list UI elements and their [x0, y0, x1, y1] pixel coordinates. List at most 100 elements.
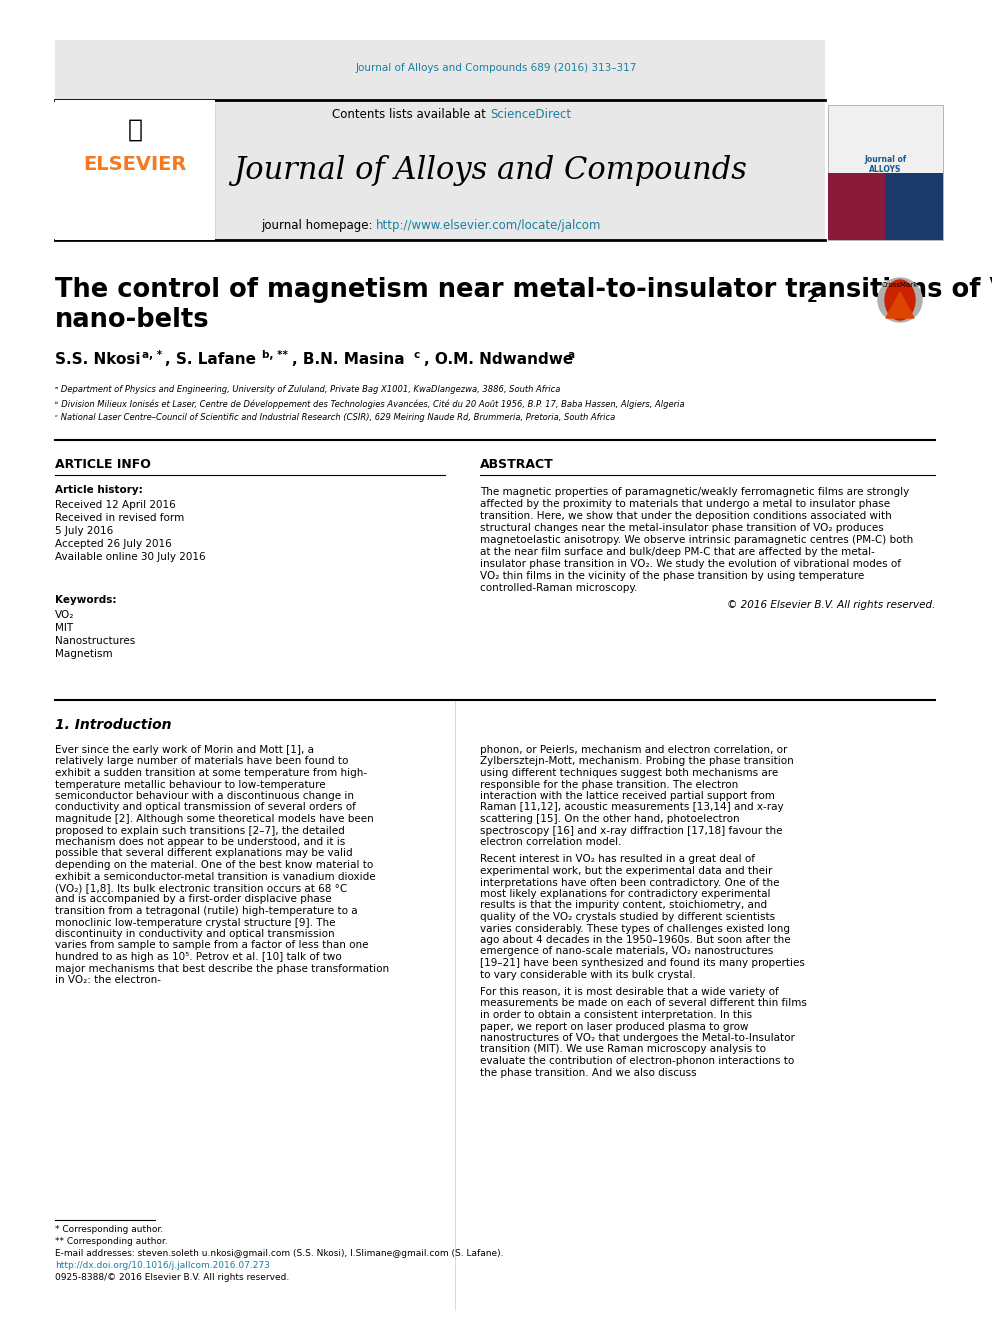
Text: depending on the material. One of the best know material to: depending on the material. One of the be…	[55, 860, 373, 871]
Text: Magnetism: Magnetism	[55, 650, 113, 659]
Text: b, **: b, **	[262, 351, 288, 360]
Text: interaction with the lattice received partial support from: interaction with the lattice received pa…	[480, 791, 775, 800]
Text: Keywords:: Keywords:	[55, 595, 116, 605]
Text: 🌳: 🌳	[128, 118, 143, 142]
Text: Received in revised form: Received in revised form	[55, 513, 185, 523]
Text: 0925-8388/© 2016 Elsevier B.V. All rights reserved.: 0925-8388/© 2016 Elsevier B.V. All right…	[55, 1274, 290, 1282]
Text: ELSEVIER: ELSEVIER	[83, 156, 186, 175]
Text: varies considerably. These types of challenges existed long: varies considerably. These types of chal…	[480, 923, 790, 934]
Text: results is that the impurity content, stoichiometry, and: results is that the impurity content, st…	[480, 901, 767, 910]
Text: at the near film surface and bulk/deep PM-C that are affected by the metal-: at the near film surface and bulk/deep P…	[480, 546, 875, 557]
Text: varies from sample to sample from a factor of less than one: varies from sample to sample from a fact…	[55, 941, 368, 950]
Text: phonon, or Peierls, mechanism and electron correlation, or: phonon, or Peierls, mechanism and electr…	[480, 745, 788, 755]
Text: in VO₂: the electron-: in VO₂: the electron-	[55, 975, 161, 986]
Text: a: a	[567, 351, 574, 360]
Text: affected by the proximity to materials that undergo a metal to insulator phase: affected by the proximity to materials t…	[480, 499, 890, 509]
Text: interpretations have often been contradictory. One of the: interpretations have often been contradi…	[480, 877, 780, 888]
Text: scattering [15]. On the other hand, photoelectron: scattering [15]. On the other hand, phot…	[480, 814, 740, 824]
Text: transition (MIT). We use Raman microscopy analysis to: transition (MIT). We use Raman microscop…	[480, 1044, 766, 1054]
Text: , S. Lafane: , S. Lafane	[165, 352, 256, 368]
Text: ᶜ National Laser Centre–Council of Scientific and Industrial Research (CSIR), 62: ᶜ National Laser Centre–Council of Scien…	[55, 414, 615, 422]
Text: exhibit a semiconductor-metal transition is vanadium dioxide: exhibit a semiconductor-metal transition…	[55, 872, 376, 881]
Text: ᵃ Department of Physics and Engineering, University of Zululand, Private Bag X10: ᵃ Department of Physics and Engineering,…	[55, 385, 560, 394]
Text: a, *: a, *	[142, 351, 162, 360]
Text: mechanism does not appear to be understood, and it is: mechanism does not appear to be understo…	[55, 837, 345, 847]
Text: , O.M. Ndwandwe: , O.M. Ndwandwe	[424, 352, 573, 368]
Text: conductivity and optical transmission of several orders of: conductivity and optical transmission of…	[55, 803, 356, 812]
Text: Raman [11,12], acoustic measurements [13,14] and x-ray: Raman [11,12], acoustic measurements [13…	[480, 803, 784, 812]
Text: E-mail addresses: steven.soleth u.nkosi@gmail.com (S.S. Nkosi), l.Slimane@gmail.: E-mail addresses: steven.soleth u.nkosi@…	[55, 1249, 504, 1258]
Text: magnetoelastic anisotropy. We observe intrinsic paramagnetic centres (PM-C) both: magnetoelastic anisotropy. We observe in…	[480, 534, 914, 545]
Text: and is accompanied by a first-order displacive phase: and is accompanied by a first-order disp…	[55, 894, 331, 905]
Bar	[55, 40, 825, 239]
Text: nano-belts: nano-belts	[55, 307, 209, 333]
Text: MIT: MIT	[55, 623, 73, 632]
Ellipse shape	[885, 280, 915, 320]
Text: transition from a tetragonal (rutile) high-temperature to a: transition from a tetragonal (rutile) hi…	[55, 906, 358, 916]
Text: Journal of Alloys and Compounds 689 (2016) 313–317: Journal of Alloys and Compounds 689 (201…	[355, 64, 637, 73]
Text: Nanostructures: Nanostructures	[55, 636, 135, 646]
Text: electron correlation model.: electron correlation model.	[480, 837, 622, 847]
Text: Journal of Alloys and Compounds: Journal of Alloys and Compounds	[233, 155, 747, 185]
Text: ABSTRACT: ABSTRACT	[480, 459, 554, 471]
Text: transition. Here, we show that under the deposition conditions associated with: transition. Here, we show that under the…	[480, 511, 892, 521]
Text: Available online 30 July 2016: Available online 30 July 2016	[55, 552, 205, 562]
Text: paper, we report on laser produced plasma to grow: paper, we report on laser produced plasm…	[480, 1021, 749, 1032]
Text: [19–21] have been synthesized and found its many properties: [19–21] have been synthesized and found …	[480, 958, 805, 968]
Text: the phase transition. And we also discuss: the phase transition. And we also discus…	[480, 1068, 696, 1077]
Text: relatively large number of materials have been found to: relatively large number of materials hav…	[55, 757, 348, 766]
Text: S.S. Nkosi: S.S. Nkosi	[55, 352, 141, 368]
Text: For this reason, it is most desirable that a wide variety of: For this reason, it is most desirable th…	[480, 987, 779, 998]
Text: Journal of
ALLOYS
AND
COMPOUNDS: Journal of ALLOYS AND COMPOUNDS	[857, 155, 914, 194]
Text: insulator phase transition in VO₂. We study the evolution of vibrational modes o: insulator phase transition in VO₂. We st…	[480, 560, 901, 569]
Text: Recent interest in VO₂ has resulted in a great deal of: Recent interest in VO₂ has resulted in a…	[480, 855, 755, 864]
Bar	[885, 173, 943, 239]
Text: © 2016 Elsevier B.V. All rights reserved.: © 2016 Elsevier B.V. All rights reserved…	[726, 601, 935, 610]
Text: nanostructures of VO₂ that undergoes the Metal-to-Insulator: nanostructures of VO₂ that undergoes the…	[480, 1033, 795, 1043]
Text: Accepted 26 July 2016: Accepted 26 July 2016	[55, 538, 172, 549]
Bar	[828, 105, 943, 239]
Text: VO₂: VO₂	[55, 610, 74, 620]
Text: The magnetic properties of paramagnetic/weakly ferromagnetic films are strongly: The magnetic properties of paramagnetic/…	[480, 487, 910, 497]
Text: to vary considerable with its bulk crystal.: to vary considerable with its bulk cryst…	[480, 970, 695, 979]
Text: Contents lists available at: Contents lists available at	[332, 108, 490, 122]
Text: discontinuity in conductivity and optical transmission: discontinuity in conductivity and optica…	[55, 929, 334, 939]
Text: magnitude [2]. Although some theoretical models have been: magnitude [2]. Although some theoretical…	[55, 814, 374, 824]
Text: , B.N. Masina: , B.N. Masina	[292, 352, 405, 368]
Text: possible that several different explanations may be valid: possible that several different explanat…	[55, 848, 352, 859]
Text: c: c	[414, 351, 421, 360]
Text: ScienceDirect: ScienceDirect	[490, 108, 571, 122]
Text: emergence of nano-scale materials, VO₂ nanostructures: emergence of nano-scale materials, VO₂ n…	[480, 946, 774, 957]
Text: journal homepage:: journal homepage:	[261, 218, 376, 232]
Text: measurements be made on each of several different thin films: measurements be made on each of several …	[480, 999, 806, 1008]
Text: Article history:: Article history:	[55, 486, 143, 495]
Text: Ever since the early work of Morin and Mott [1], a: Ever since the early work of Morin and M…	[55, 745, 314, 755]
Text: ** Corresponding author.: ** Corresponding author.	[55, 1237, 168, 1246]
Text: CrossMark: CrossMark	[882, 282, 919, 288]
Text: responsible for the phase transition. The electron: responsible for the phase transition. Th…	[480, 779, 738, 790]
Text: Received 12 April 2016: Received 12 April 2016	[55, 500, 176, 509]
Circle shape	[878, 278, 922, 321]
Text: (VO₂) [1,8]. Its bulk electronic transition occurs at 68 °C: (VO₂) [1,8]. Its bulk electronic transit…	[55, 882, 347, 893]
Text: proposed to explain such transitions [2–7], the detailed: proposed to explain such transitions [2–…	[55, 826, 345, 836]
Polygon shape	[886, 292, 914, 318]
Text: spectroscopy [16] and x-ray diffraction [17,18] favour the: spectroscopy [16] and x-ray diffraction …	[480, 826, 783, 836]
Text: Zylbersztejn-Mott, mechanism. Probing the phase transition: Zylbersztejn-Mott, mechanism. Probing th…	[480, 757, 794, 766]
Text: http://www.elsevier.com/locate/jalcom: http://www.elsevier.com/locate/jalcom	[376, 218, 601, 232]
Bar	[828, 173, 885, 239]
Text: quality of the VO₂ crystals studied by different scientists: quality of the VO₂ crystals studied by d…	[480, 912, 775, 922]
Text: 1. Introduction: 1. Introduction	[55, 718, 172, 732]
Text: semiconductor behaviour with a discontinuous change in: semiconductor behaviour with a discontin…	[55, 791, 354, 800]
Bar	[55, 101, 215, 239]
Text: using different techniques suggest both mechanisms are: using different techniques suggest both …	[480, 767, 779, 778]
Text: exhibit a sudden transition at some temperature from high-: exhibit a sudden transition at some temp…	[55, 767, 367, 778]
Text: ARTICLE INFO: ARTICLE INFO	[55, 459, 151, 471]
Text: ᵇ Division Milieux Ionisés et Laser, Centre de Développement des Technologies Av: ᵇ Division Milieux Ionisés et Laser, Cen…	[55, 400, 684, 409]
Text: http://dx.doi.org/10.1016/j.jallcom.2016.07.273: http://dx.doi.org/10.1016/j.jallcom.2016…	[55, 1262, 270, 1270]
Text: experimental work, but the experimental data and their: experimental work, but the experimental …	[480, 867, 773, 876]
Text: major mechanisms that best describe the phase transformation: major mechanisms that best describe the …	[55, 963, 389, 974]
Text: 2: 2	[807, 290, 817, 306]
Text: ago about 4 decades in the 1950–1960s. But soon after the: ago about 4 decades in the 1950–1960s. B…	[480, 935, 791, 945]
Text: most likely explanations for contradictory experimental: most likely explanations for contradicto…	[480, 889, 771, 900]
Text: controlled-Raman microscopy.: controlled-Raman microscopy.	[480, 583, 638, 593]
